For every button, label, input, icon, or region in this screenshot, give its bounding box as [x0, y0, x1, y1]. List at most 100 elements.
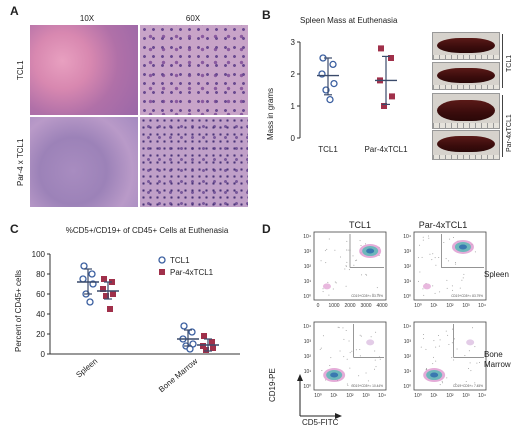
flow-col-label-par4: Par-4xTCL1 — [418, 220, 468, 230]
flow-event — [346, 249, 348, 251]
flow-event — [355, 349, 357, 351]
flow-gate-text: CD19+CD5+= 10.44% — [351, 384, 383, 388]
flow-gate — [453, 324, 484, 358]
flow-event — [474, 346, 476, 348]
flow-event — [326, 248, 328, 250]
flow-ytick-label: 10² — [304, 354, 312, 360]
flow-ytick-label: 10¹ — [304, 279, 312, 285]
flow-event — [438, 256, 440, 258]
chart-b-ytick-label: 1 — [291, 102, 296, 111]
flow-xtick-label: 10² — [346, 393, 354, 399]
flow-event — [465, 380, 467, 382]
flow-xtick-label: 10² — [446, 393, 454, 399]
flow-population-minor — [322, 283, 331, 290]
flow-population-core — [330, 372, 339, 378]
flow-ytick-label: 10² — [304, 264, 312, 270]
flow-event — [340, 256, 342, 258]
chart-c-legend-label: TCL1 — [170, 256, 190, 265]
flow-event — [476, 362, 478, 364]
chart-b-xtick-label: TCL1 — [318, 145, 338, 154]
flow-event — [455, 383, 457, 385]
flow-gate — [349, 234, 384, 268]
flow-event — [438, 335, 440, 337]
flow-event — [346, 358, 348, 360]
flow-event — [328, 294, 330, 296]
flow-event — [432, 285, 434, 287]
flow-event — [322, 335, 324, 337]
flow-event — [374, 359, 376, 361]
flow-event — [439, 291, 441, 293]
flow-ytick-label: 10⁴ — [403, 234, 411, 240]
chart-b-point — [389, 93, 395, 100]
flow-event — [428, 237, 430, 239]
flow-event — [359, 240, 361, 242]
flow-ytick-label: 10³ — [304, 339, 312, 345]
flow-event — [335, 282, 337, 284]
flow-population-minor — [366, 339, 375, 346]
flow-xtick-label: 10⁰ — [414, 303, 422, 309]
flow-event — [433, 356, 435, 358]
flow-event — [359, 334, 361, 336]
flow-event — [320, 260, 322, 262]
chart-c-point — [180, 322, 188, 330]
flow-event — [445, 330, 447, 332]
flow-event — [451, 342, 453, 344]
flow-plots-svg: 10⁴ 10³ 10² 10¹ 10⁰ 0 1000 2000 3000 4000 CD19+CD5… — [297, 231, 487, 419]
flow-event — [470, 370, 472, 372]
panel-label-a: A — [10, 4, 19, 18]
flow-event — [463, 273, 465, 275]
flow-population-core — [366, 248, 375, 254]
flow-event — [352, 384, 354, 386]
flow-xtick-label: 1000 — [328, 303, 339, 309]
flow-xtick-label: 10¹ — [430, 393, 438, 399]
flow-event — [420, 346, 422, 348]
flow-event — [351, 350, 353, 352]
flow-event — [343, 356, 345, 358]
flow-event — [454, 261, 456, 263]
flow-event — [344, 268, 346, 270]
panel-label-b: B — [262, 8, 271, 22]
flow-event — [438, 345, 440, 347]
flow-event — [434, 257, 436, 259]
chart-c-legend-marker — [158, 256, 166, 264]
flow-event — [449, 238, 451, 240]
flow-event — [367, 380, 369, 382]
flow-xtick-label: 10² — [446, 303, 454, 309]
flow-event — [446, 287, 448, 289]
chart-c-ytick-label: 0 — [41, 350, 46, 359]
flow-event — [468, 367, 470, 369]
flow-event — [372, 293, 374, 295]
flow-event — [441, 382, 443, 384]
flow-event — [446, 377, 448, 379]
flow-row-label-bone-marrow: Bone Marrow — [484, 350, 511, 369]
flow-event — [360, 244, 362, 246]
row-label-tcl1: TCL1 — [16, 60, 25, 80]
flow-event — [347, 249, 349, 251]
chart-c-point — [200, 343, 206, 349]
chart-c-point — [209, 339, 215, 345]
flow-event — [348, 269, 350, 271]
flow-gate-text: CD19+CD5+= 83.79% — [351, 294, 383, 298]
flow-ytick-label: 10¹ — [304, 369, 312, 375]
col-label-60x: 60X — [185, 14, 201, 23]
flow-event — [343, 338, 345, 340]
flow-event — [434, 292, 436, 294]
histology-tcl1-10x — [30, 25, 138, 115]
flow-gate — [441, 234, 484, 268]
flow-event — [324, 250, 326, 252]
panel-label-c: C — [10, 222, 19, 236]
row-label-par4-tcl1: Par-4 x TCL1 — [16, 138, 25, 186]
flow-event — [373, 368, 375, 370]
flow-event — [422, 288, 424, 290]
flow-event — [432, 253, 434, 255]
flow-event — [464, 355, 466, 357]
flow-event — [451, 357, 453, 359]
flow-event — [429, 253, 431, 255]
flow-event — [455, 263, 457, 265]
flow-population-minor — [466, 339, 475, 346]
flow-event — [377, 293, 379, 295]
flow-event — [334, 281, 336, 283]
chart-c-point — [201, 333, 207, 339]
flow-ytick-label: 10⁰ — [403, 384, 411, 390]
flow-event — [448, 260, 450, 262]
